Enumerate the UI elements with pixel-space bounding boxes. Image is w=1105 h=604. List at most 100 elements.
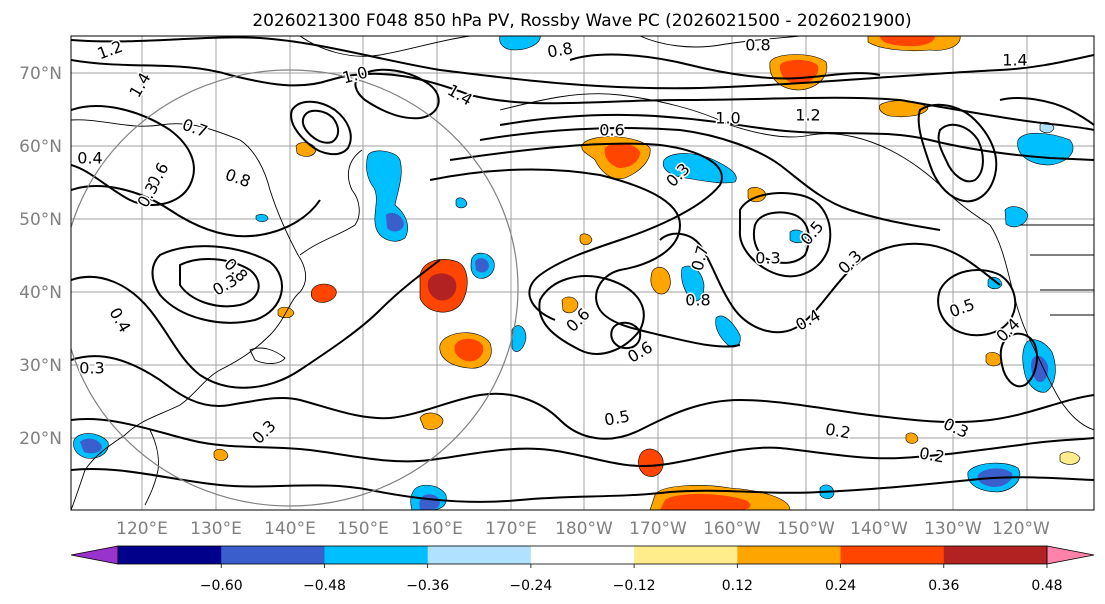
- colorbar-extend-left: [70, 545, 119, 565]
- pv-contour: [479, 127, 941, 231]
- contour-label: 0.3: [79, 359, 104, 378]
- lat-label: 70°N: [19, 64, 62, 84]
- anomaly-positive: [213, 448, 229, 461]
- anomaly-positive-core: [604, 143, 640, 168]
- pv-contour: [179, 258, 260, 308]
- pv-contour: [429, 168, 741, 348]
- map-frame: [70, 35, 1095, 511]
- arctic-coast-east: [639, 36, 801, 48]
- pv-contour: [354, 68, 440, 120]
- radius-ring: [71, 69, 519, 507]
- lon-label: 130°W: [924, 519, 982, 539]
- colorbar-cell: [737, 546, 842, 564]
- colorbar-tick-label: −0.60: [200, 578, 243, 594]
- map-title: 2026021300 F048 850 hPa PV, Rossby Wave …: [252, 11, 911, 31]
- anomaly-positive: [1059, 451, 1081, 465]
- pv-contour: [499, 113, 1094, 161]
- latitude-labels: 70°N 60°N 50°N 40°N 30°N 20°N: [19, 64, 62, 449]
- contour-label: 0.6: [599, 121, 624, 140]
- pv-contours: [71, 36, 1094, 503]
- pv-contour: [999, 332, 1038, 388]
- pv-contour: [937, 123, 984, 183]
- lon-label: 150°W: [777, 519, 835, 539]
- colorbar-border: [117, 545, 1048, 565]
- contour-label: 0.3: [755, 249, 780, 268]
- lat-label: 50°N: [19, 210, 62, 230]
- anomaly-negative: [789, 229, 807, 244]
- pv-contour: [999, 97, 1094, 126]
- pv-contour: [610, 321, 642, 350]
- anomaly-negative: [681, 265, 705, 302]
- colorbar: −0.60 −0.48 −0.36 −0.24 −0.12 0.12 0.24 0.36 0.4…: [70, 545, 1095, 594]
- pv-contour: [301, 109, 340, 144]
- colorbar-tick-label: 0.24: [825, 578, 856, 594]
- pv-contour: [71, 468, 1094, 503]
- contour-label: 0.8: [546, 38, 574, 61]
- colorbar-cell: [118, 546, 222, 564]
- pv-contour: [71, 355, 1094, 440]
- colorbar-tick-label: −0.48: [303, 578, 346, 594]
- anomaly-negative: [499, 36, 541, 51]
- colorbar-cell: [530, 546, 635, 564]
- anomaly-positive-core: [880, 36, 935, 47]
- lon-label: 140°W: [850, 519, 908, 539]
- contour-label: 0.5: [603, 406, 631, 429]
- contour-label: 1.0: [715, 109, 740, 128]
- colorbar-tick-label: 0.48: [1031, 578, 1062, 594]
- pv-contour: [659, 232, 1001, 334]
- colorbar-tick-label: 0.12: [722, 578, 753, 594]
- lon-label: 120°E: [116, 519, 168, 539]
- pv-contour: [738, 192, 832, 278]
- na-borders: [1020, 224, 1094, 316]
- pv-contour: [937, 269, 1017, 337]
- anomaly-negative: [455, 197, 468, 209]
- philippines-coast: [144, 429, 159, 506]
- contour-label: 0.8: [685, 291, 710, 310]
- lon-label: 120°W: [992, 519, 1050, 539]
- pv-contour: [917, 103, 998, 203]
- arctic-coast: [299, 36, 471, 57]
- pv-contour: [752, 211, 810, 264]
- pv-contour: [151, 245, 283, 324]
- contour-label: 1.4: [1002, 51, 1027, 70]
- anomaly-negative-core: [80, 438, 102, 454]
- anomaly-positive: [310, 283, 337, 303]
- colorbar-tick-label: 0.36: [928, 578, 959, 594]
- anomaly-negative-core: [1031, 355, 1049, 383]
- pv-contour: [71, 36, 1094, 90]
- lat-label: 30°N: [19, 356, 62, 376]
- lon-label: 150°E: [337, 519, 389, 539]
- pv-contour: [71, 105, 195, 206]
- pv-contour: [71, 59, 1094, 131]
- island-coast: [249, 347, 286, 364]
- colorbar-tick-label: −0.12: [613, 578, 656, 594]
- lon-label: 130°E: [190, 519, 242, 539]
- anomaly-negative: [987, 276, 1003, 290]
- contour-label: 1.2: [795, 106, 820, 125]
- lon-label: 180°W: [555, 519, 613, 539]
- pv-contour: [449, 142, 723, 321]
- lon-label: 140°E: [264, 519, 316, 539]
- colorbar-ticks: −0.60 −0.48 −0.36 −0.24 −0.12 0.12 0.24 0.36 0.4…: [200, 564, 1063, 594]
- anomaly-positive: [650, 266, 671, 295]
- anomaly-positive: [638, 448, 664, 477]
- anomaly-positive: [561, 296, 579, 314]
- map-layers: 1.21.4 1.01.40.8 0.81.41.21.00.60.70.40.6 0…: [71, 36, 1094, 510]
- anomaly-positive: [579, 233, 593, 245]
- anomaly-positive-core: [427, 273, 457, 301]
- colorbar-cell: [943, 546, 1048, 564]
- colorbar-cell: [427, 546, 532, 564]
- pv-contour: [569, 53, 881, 80]
- pv-contour: [71, 259, 441, 389]
- lat-label: 60°N: [19, 137, 62, 157]
- colorbar-extend-right: [1046, 545, 1095, 565]
- longitude-labels: 120°E 130°E 140°E 150°E 160°E 170°E 180°…: [116, 519, 1050, 539]
- colorbar-cell: [221, 546, 325, 564]
- lon-label: 160°E: [411, 519, 463, 539]
- pv-contour: [290, 100, 352, 156]
- anomaly-negative-core: [475, 258, 489, 273]
- anomaly-positive-core: [454, 338, 484, 362]
- na-west-coast: [989, 224, 1094, 431]
- colorbar-tick-label: −0.24: [509, 578, 552, 594]
